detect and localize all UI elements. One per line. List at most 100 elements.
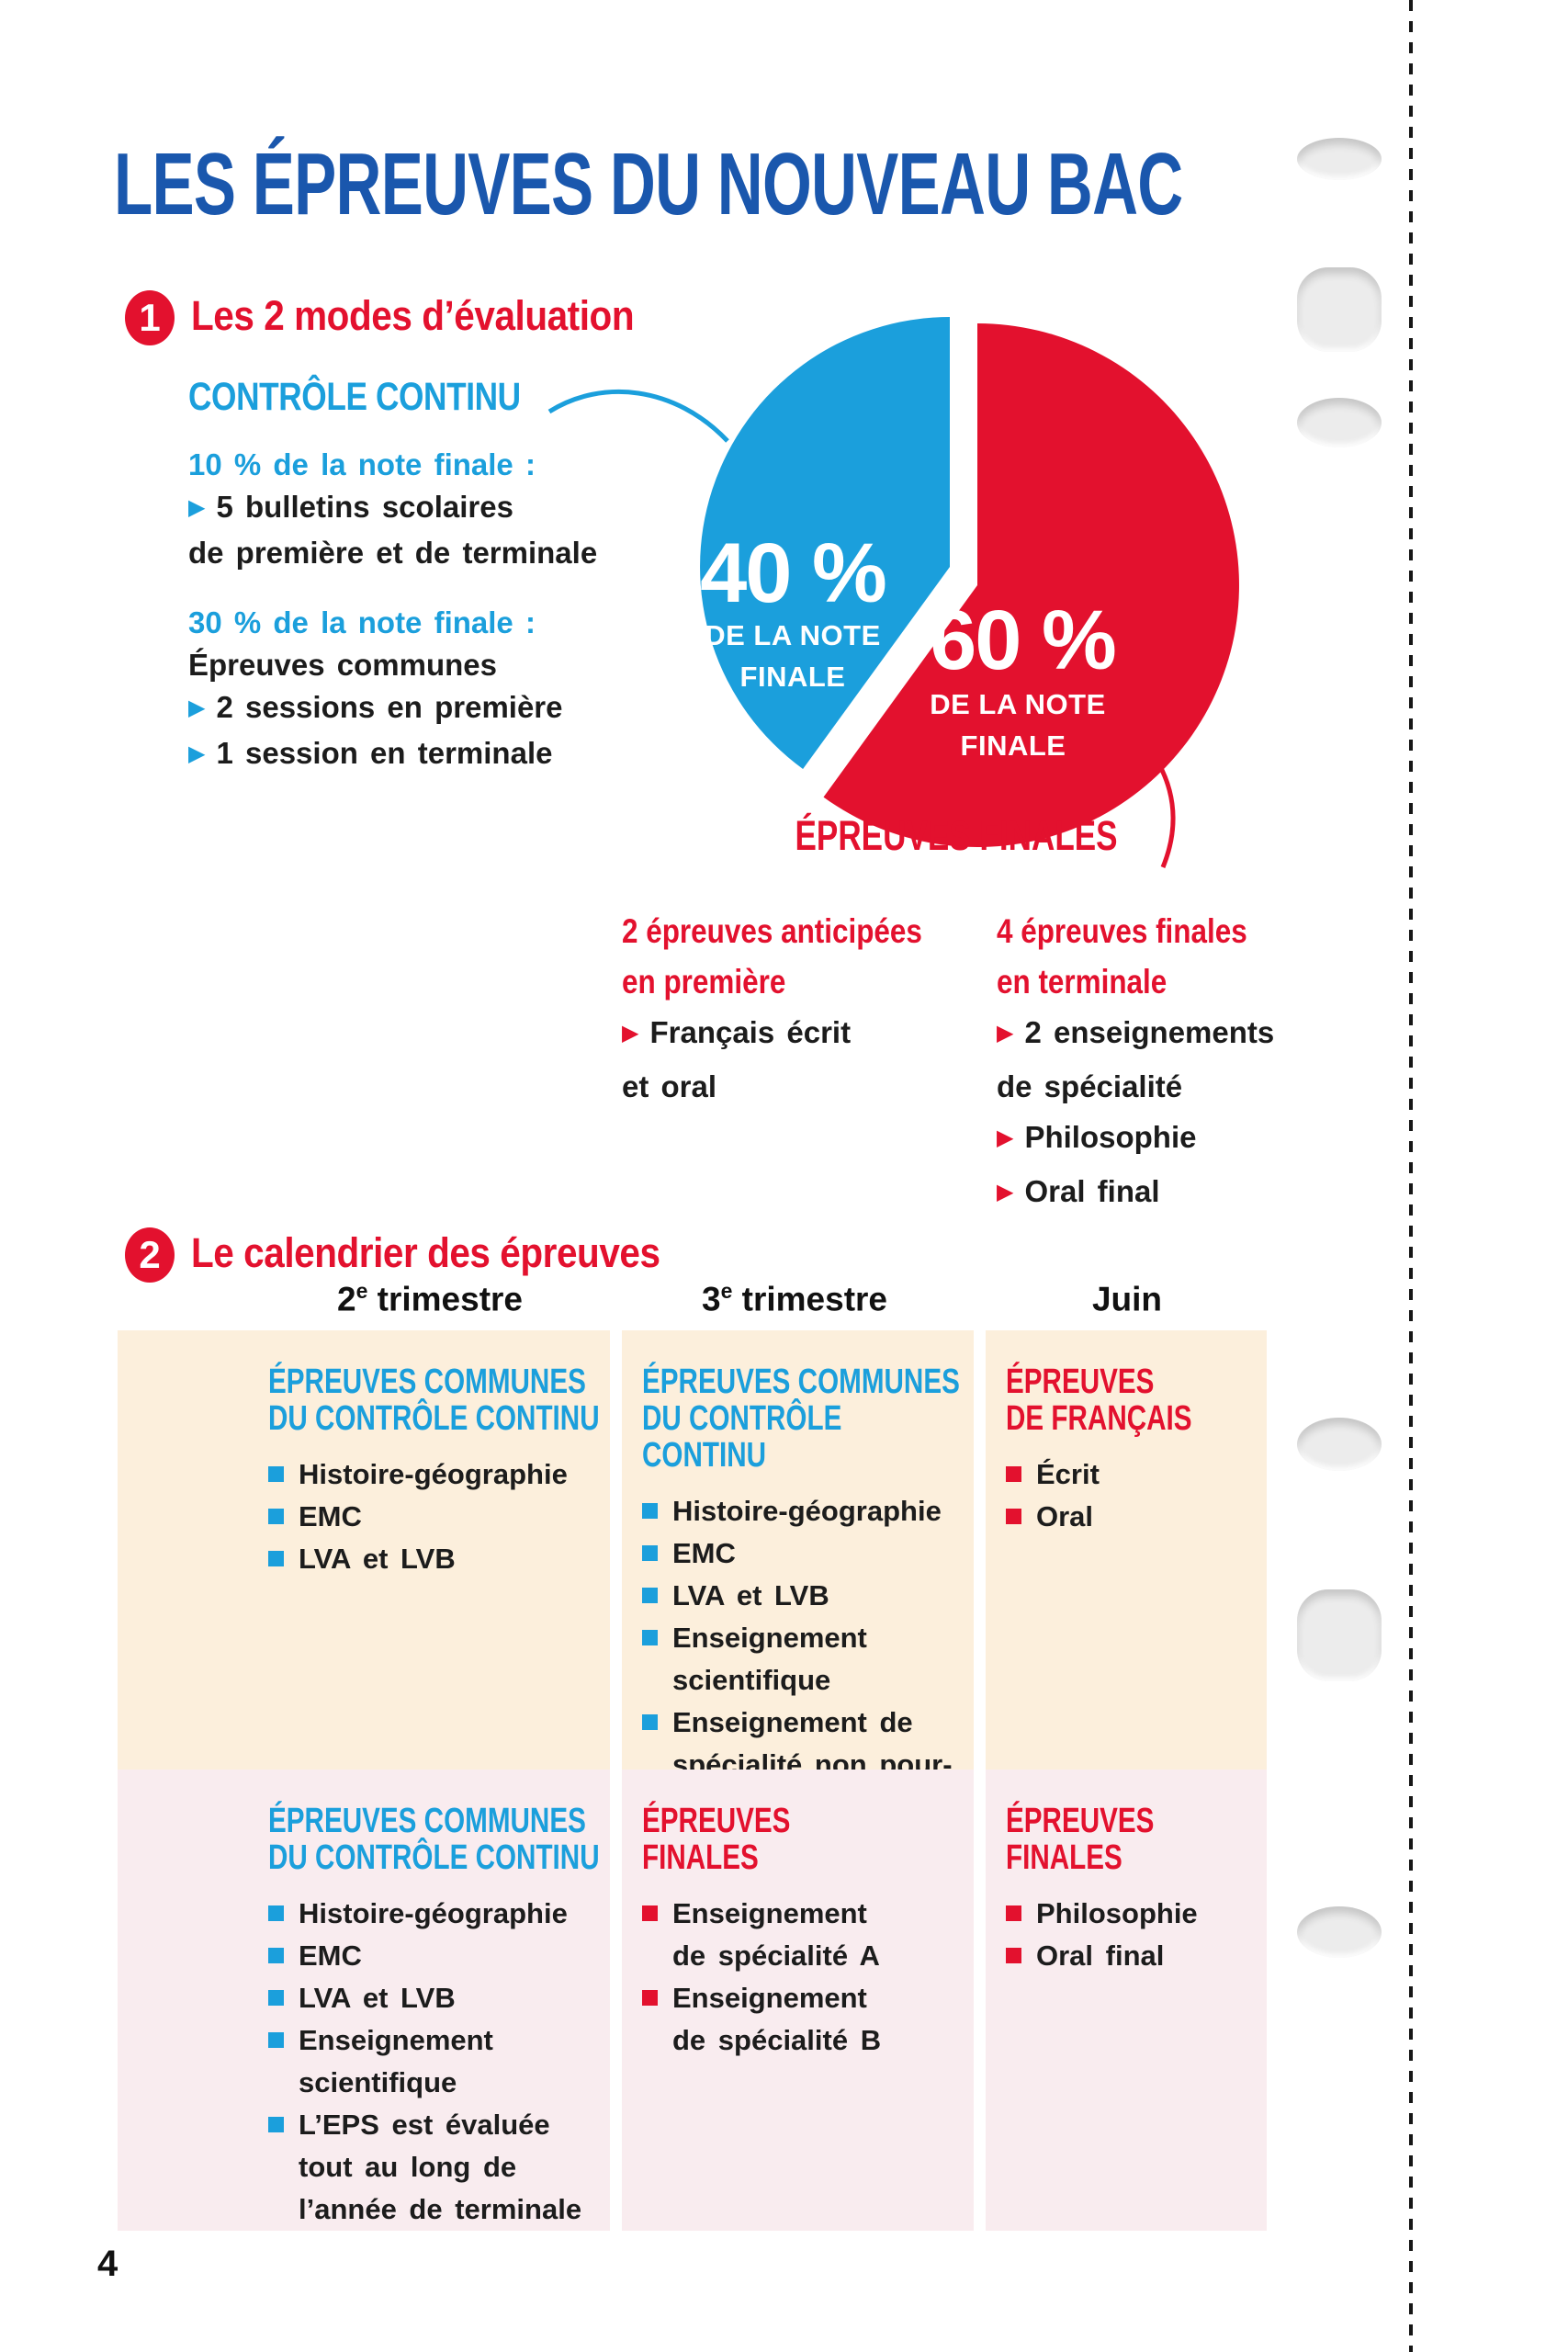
list-item: Oral (1006, 1496, 1258, 1538)
list-item: Enseignement de spécialité A (642, 1893, 964, 1977)
square-bullet-icon (268, 1948, 284, 1963)
triangle-bullet-icon: ▶ (188, 741, 206, 766)
finals-col2-title: 4 épreuves finales en terminale (997, 912, 1247, 1001)
pie-blue-label2: FINALE (740, 661, 846, 693)
square-bullet-icon (268, 1551, 284, 1566)
binder-hole (1297, 1589, 1382, 1681)
pie-red-value: 60 % (930, 594, 1115, 687)
list-item: EMC (268, 1935, 601, 1977)
square-bullet-icon (268, 2032, 284, 2048)
calendar-column-header: 2e trimestre (336, 1279, 523, 1318)
finals-col1-item: ▶ Français écrit et oral (622, 1015, 852, 1103)
square-bullet-icon (268, 1509, 284, 1524)
list-item: Écrit (1006, 1453, 1258, 1496)
cell-tle-trimestre3: ÉPREUVES FINALES Enseignement de spécial… (622, 1770, 974, 2231)
square-bullet-icon (268, 1466, 284, 1482)
pie-slice-controle-continu (700, 317, 950, 769)
square-bullet-icon (268, 1905, 284, 1921)
page-title: LES ÉPREUVES DU NOUVEAU BAC (114, 134, 1568, 235)
part2-item: ▶ 2 sessions en première (188, 690, 563, 724)
pie-blue-value: 40 % (700, 526, 886, 620)
binder-hole (1297, 1906, 1382, 1958)
part2-item: ▶ 1 session en terminale (188, 736, 553, 770)
list-item: Histoire-géographie (268, 1453, 601, 1496)
cell-tle-juin: ÉPREUVES FINALES Philosophie Oral final (986, 1770, 1267, 2231)
finals-column-terminale: 4 épreuves finales en terminale ▶ 2 ensei… (997, 906, 1382, 1220)
finals-col2-item: ▶ 2 enseignements de spécialité (997, 1015, 1275, 1103)
finals-column-premiere: 2 épreuves anticipées en première ▶ Franç… (622, 906, 1008, 1112)
square-bullet-icon (642, 1588, 658, 1603)
square-bullet-icon (1006, 1948, 1021, 1963)
connector-controle-continu (547, 389, 729, 443)
binder-hole (1297, 398, 1382, 447)
pie-blue-label: DE LA NOTE (705, 619, 881, 651)
square-bullet-icon (1006, 1466, 1021, 1482)
square-bullet-icon (642, 1714, 658, 1730)
list-item: Enseignement de spécialité B (642, 1977, 964, 2062)
list-item: LVA et LVB (268, 1538, 601, 1580)
section-1-number-badge: 1 (125, 290, 175, 345)
part1-item: ▶ 5 bulletins scolaires de première et de… (188, 490, 598, 570)
list-item: Histoire-géographie (268, 1893, 601, 1935)
square-bullet-icon (642, 1990, 658, 2006)
finals-col2-items: ▶ 2 enseignements de spécialité ▶ Philosop… (997, 1007, 1382, 1220)
pie-chart: 40 % DE LA NOTE FINALE 60 % DE LA NOTE F… (547, 317, 1239, 868)
section-2-title: Le calendrier des épreuves (191, 1229, 660, 1276)
pie-red-label2: FINALE (961, 729, 1066, 762)
pie-slice-epreuves-finales (823, 323, 1239, 847)
calendar-row-premiere: ÉPREUVES COMMUNES DU CONTRÔLE CONTINU Hi… (118, 1330, 1267, 1828)
triangle-bullet-icon: ▶ (188, 695, 206, 720)
triangle-bullet-icon: ▶ (997, 1021, 1014, 1046)
list-item: L’EPS est évaluée tout au long de l’anné… (268, 2104, 601, 2231)
section-2-number-badge: 2 (125, 1227, 175, 1283)
part2-intro: Épreuves communes (188, 648, 497, 682)
section-2-header: 2 Le calendrier des épreuves (125, 1227, 712, 1283)
page-title-text: LES ÉPREUVES DU NOUVEAU BAC (114, 135, 1183, 233)
dashed-cut-line (1409, 0, 1413, 2352)
square-bullet-icon (642, 1630, 658, 1645)
square-bullet-icon (1006, 1905, 1021, 1921)
binder-hole (1297, 267, 1382, 352)
list-item: LVA et LVB (642, 1575, 964, 1617)
section-1-title: Les 2 modes d’évaluation (191, 292, 635, 339)
controle-continu-block: CONTRÔLE CONTINU 10 % de la note finale … (188, 375, 666, 778)
triangle-bullet-icon: ▶ (622, 1021, 639, 1046)
triangle-bullet-icon: ▶ (997, 1180, 1014, 1204)
part1-title: 10 % de la note finale : (188, 447, 536, 481)
finals-col2-item: ▶ Philosophie (997, 1120, 1197, 1154)
list-item: LVA et LVB (268, 1977, 601, 2019)
triangle-bullet-icon: ▶ (997, 1125, 1014, 1150)
square-bullet-icon (1006, 1509, 1021, 1524)
square-bullet-icon (642, 1905, 658, 1921)
list-item: EMC (642, 1532, 964, 1575)
controle-continu-heading: CONTRÔLE CONTINU (188, 375, 521, 419)
calendar-row-terminale: ÉPREUVES COMMUNES DU CONTRÔLE CONTINU Hi… (118, 1770, 1267, 2231)
finals-col2-item: ▶ Oral final (997, 1174, 1160, 1208)
calendar-column-header: Juin (1091, 1280, 1163, 1318)
cell-tle-trimestre2: ÉPREUVES COMMUNES DU CONTRÔLE CONTINU Hi… (118, 1770, 610, 2231)
list-item: EMC (268, 1496, 601, 1538)
calendar-column-headers: 2e trimestre 3e trimestre Juin (0, 1279, 1568, 1325)
list-item: Enseignement scientifique (268, 2019, 601, 2104)
triangle-bullet-icon: ▶ (188, 495, 206, 520)
page-number: 4 (97, 2244, 118, 2284)
section-1-header: 1 Les 2 modes d’évaluation (125, 290, 683, 345)
cell-1re-trimestre3: ÉPREUVES COMMUNES DU CONTRÔLE CONTINU Hi… (622, 1330, 974, 1828)
part2-title: 30 % de la note finale : (188, 605, 536, 639)
cell-1re-juin: ÉPREUVES DE FRANÇAIS Écrit Oral (986, 1330, 1267, 1828)
list-item: Histoire-géographie (642, 1490, 964, 1532)
list-item: Philosophie (1006, 1893, 1258, 1935)
calendar-column-header: 3e trimestre (701, 1279, 887, 1318)
square-bullet-icon (268, 2117, 284, 2132)
cell-1re-trimestre2: ÉPREUVES COMMUNES DU CONTRÔLE CONTINU Hi… (118, 1330, 610, 1828)
list-item: Enseignement scientifique (642, 1617, 964, 1702)
pie-red-label: DE LA NOTE (930, 688, 1106, 720)
list-item: Oral final (1006, 1935, 1258, 1977)
square-bullet-icon (642, 1503, 658, 1519)
square-bullet-icon (642, 1545, 658, 1561)
epreuves-finales-heading: ÉPREUVES FINALES (795, 812, 1118, 859)
binder-hole (1297, 1418, 1382, 1471)
square-bullet-icon (268, 1990, 284, 2006)
finals-col1-title: 2 épreuves anticipées en première (622, 912, 922, 1001)
